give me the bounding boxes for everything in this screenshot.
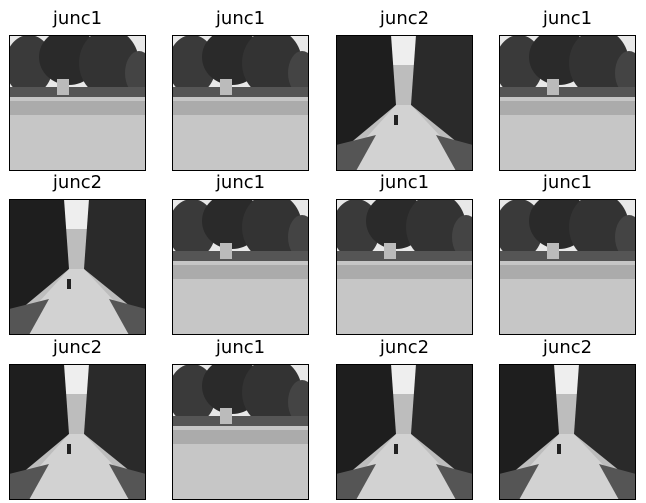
image-title: junc2: [379, 8, 429, 29]
image-border: [499, 364, 636, 500]
image-panel: junc1: [172, 337, 309, 500]
image-title: junc1: [215, 8, 265, 29]
image: [9, 199, 146, 335]
image-panel: junc1: [172, 172, 309, 335]
image: [499, 364, 636, 500]
image-border: [336, 199, 473, 335]
image-border: [499, 199, 636, 335]
image-border: [336, 364, 473, 500]
image-border: [9, 199, 146, 335]
image: [336, 199, 473, 335]
image-title: junc2: [379, 337, 429, 358]
image-panel: junc1: [9, 8, 146, 171]
image-title: junc2: [542, 337, 592, 358]
image: [9, 364, 146, 500]
image-title: junc1: [379, 172, 429, 193]
image-border: [9, 364, 146, 500]
image: [9, 35, 146, 171]
image-panel: junc2: [336, 337, 473, 500]
image-panel: junc1: [499, 172, 636, 335]
image-panel: junc1: [336, 172, 473, 335]
image-title: junc1: [542, 8, 592, 29]
image: [336, 35, 473, 171]
image: [499, 199, 636, 335]
image-border: [499, 35, 636, 171]
image-panel: junc2: [336, 8, 473, 171]
image-panel: junc2: [499, 337, 636, 500]
image-panel: junc2: [9, 337, 146, 500]
image-border: [172, 199, 309, 335]
image-border: [9, 35, 146, 171]
image: [172, 35, 309, 171]
image: [172, 364, 309, 500]
image-title: junc1: [542, 172, 592, 193]
image-title: junc1: [215, 337, 265, 358]
image: [172, 199, 309, 335]
image-panel: junc2: [9, 172, 146, 335]
image-title: junc2: [52, 337, 102, 358]
image: [499, 35, 636, 171]
image-border: [172, 364, 309, 500]
image-border: [336, 35, 473, 171]
image-title: junc2: [52, 172, 102, 193]
image-panel: junc1: [172, 8, 309, 171]
image-title: junc1: [215, 172, 265, 193]
image: [336, 364, 473, 500]
image-border: [172, 35, 309, 171]
image-panel: junc1: [499, 8, 636, 171]
image-title: junc1: [52, 8, 102, 29]
